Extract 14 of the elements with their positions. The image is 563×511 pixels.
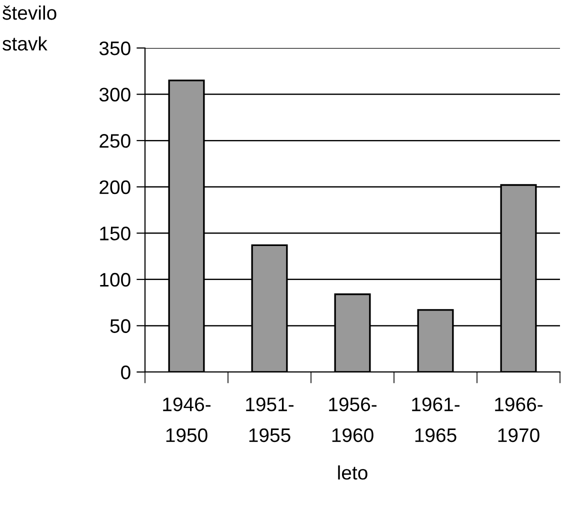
x-axis-title: leto [338, 465, 368, 480]
y-axis-title: število stavk [2, 5, 56, 51]
y-tick-label: 250 [100, 134, 130, 148]
y-tick-label: 300 [99, 88, 130, 102]
x-tick-label: 1966- 1970 [495, 398, 543, 442]
y-tick-label: 100 [100, 272, 130, 287]
y-tick-label: 200 [100, 180, 130, 194]
x-tick-label: 1951- 1955 [246, 398, 294, 442]
y-tick-label: 50 [110, 319, 130, 333]
y-tick-label: 0 [121, 365, 130, 380]
x-tick-label: 1961- 1965 [412, 398, 460, 442]
y-tick-label: 150 [100, 226, 130, 240]
x-tick-label: 1946- 1950 [163, 398, 211, 442]
y-tick-label: 350 [99, 41, 130, 56]
